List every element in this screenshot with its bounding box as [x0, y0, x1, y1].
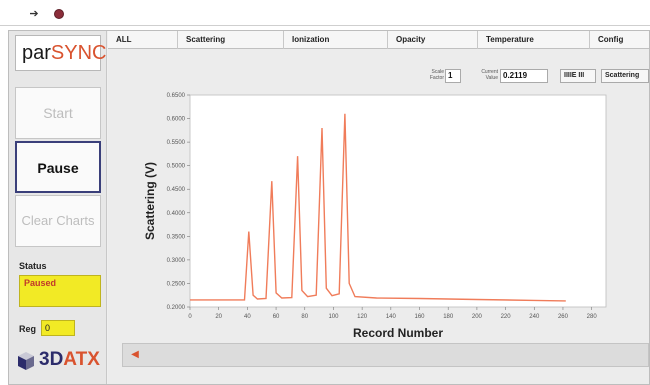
y-tick-label: 0.3500 — [167, 234, 186, 240]
y-tick-label: 0.2000 — [167, 305, 186, 311]
y-tick-label: 0.6500 — [167, 93, 186, 99]
sidebar: parSYNC Start Pause Clear Charts Status … — [9, 31, 107, 384]
scale-factor-input[interactable]: 1 — [445, 69, 461, 83]
tab-all[interactable]: ALL — [108, 31, 178, 49]
y-tick-label: 0.6000 — [167, 117, 186, 123]
x-tick-label: 40 — [244, 314, 251, 320]
x-tick-label: 240 — [529, 314, 540, 320]
x-tick-label: 280 — [587, 314, 598, 320]
logo-part2: SYNC — [50, 42, 107, 64]
plot-area — [189, 94, 607, 308]
main-area: ALL Scattering Ionization Opacity Temper… — [108, 31, 649, 384]
scattering-trace — [190, 113, 566, 302]
x-tick-label: 160 — [415, 314, 426, 320]
display-format-button[interactable]: IIIIE III — [560, 69, 596, 83]
cube-icon — [18, 352, 34, 370]
x-tick-label: 140 — [386, 314, 397, 320]
x-tick-label: 200 — [472, 314, 483, 320]
y-tick-label: 0.5500 — [167, 140, 186, 146]
y-tick-label: 0.2500 — [167, 281, 186, 287]
reg-field[interactable]: 0 — [41, 320, 75, 336]
status-label: Status — [19, 261, 47, 271]
chart-scrollbar[interactable]: ◀ — [122, 343, 649, 367]
x-tick-label: 120 — [357, 314, 368, 320]
x-tick-label: 180 — [443, 314, 454, 320]
tab-temperature[interactable]: Temperature — [478, 31, 590, 49]
tab-bar: ALL Scattering Ionization Opacity Temper… — [108, 31, 649, 49]
current-value-field: 0.2119 — [500, 69, 548, 83]
logo-part1: par — [22, 42, 51, 64]
brand-part2: ATX — [63, 349, 100, 370]
x-tick-label: 0 — [188, 314, 192, 320]
x-tick-label: 220 — [501, 314, 512, 320]
pause-button[interactable]: Pause — [15, 141, 101, 193]
brand-text: 3DATX — [39, 349, 100, 371]
brand-logo: 3DATX — [17, 347, 103, 377]
app-logo: parSYNC — [15, 35, 106, 71]
tab-opacity[interactable]: Opacity — [388, 31, 478, 49]
scattering-chart: 0.2000 0.2500 0.3000 0.3500 0.4000 0.4500 0.50… — [143, 93, 607, 339]
y-tick-label: 0.5000 — [167, 164, 186, 170]
x-tick-label: 80 — [301, 314, 308, 320]
x-tick-label: 100 — [328, 314, 339, 320]
y-tick-label: 0.4000 — [167, 211, 186, 217]
tab-scattering[interactable]: Scattering — [178, 31, 284, 49]
channel-select[interactable]: Scattering — [601, 69, 649, 83]
current-value-label: Current Value — [481, 69, 498, 81]
stop-circle-icon[interactable] — [54, 9, 64, 19]
x-tick-label: 260 — [558, 314, 569, 320]
reg-label: Reg — [19, 324, 37, 334]
y-tick-label: 0.3000 — [167, 258, 186, 264]
run-arrow-icon[interactable]: ➔ — [29, 8, 39, 20]
y-tick-label: 0.4500 — [167, 187, 186, 193]
scale-factor-label: Scale Factor — [429, 69, 444, 81]
scattering-panel: Scale Factor 1 Current Value 0.2119 IIII… — [108, 49, 649, 384]
x-tick-label: 20 — [215, 314, 222, 320]
start-button[interactable]: Start — [15, 87, 101, 139]
app-window: parSYNC Start Pause Clear Charts Status … — [8, 30, 650, 385]
clear-charts-button[interactable]: Clear Charts — [15, 195, 101, 247]
status-indicator: Paused — [19, 275, 101, 307]
x-axis-title: Record Number — [353, 326, 443, 339]
tab-ionization[interactable]: Ionization — [284, 31, 388, 49]
tab-config[interactable]: Config — [598, 35, 624, 44]
x-tick-label: 60 — [273, 314, 280, 320]
brand-part1: 3D — [39, 349, 64, 370]
scroll-left-icon[interactable]: ◀ — [131, 349, 139, 360]
y-axis-title: Scattering (V) — [143, 162, 157, 240]
top-toolbar: ➔ — [0, 0, 650, 26]
